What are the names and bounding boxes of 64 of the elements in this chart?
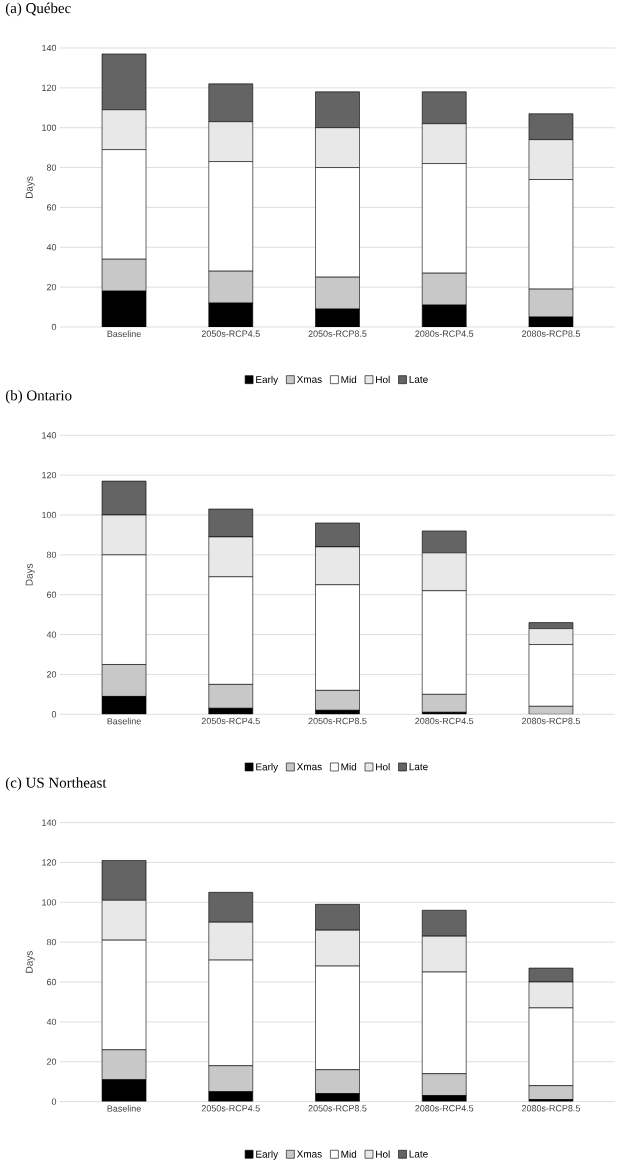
bar <box>101 664 147 697</box>
legend-label: Hol <box>376 763 390 771</box>
y-tick-label: 20 <box>46 671 57 678</box>
y-tick-label: 40 <box>46 244 57 251</box>
legend-label: Late <box>409 375 428 383</box>
x-tick-label: Baseline <box>107 717 141 725</box>
y-tick-label: 80 <box>46 938 57 946</box>
bar <box>315 690 360 711</box>
y-tick-label: 20 <box>46 283 57 291</box>
y-tick-label: 60 <box>46 591 57 598</box>
y-axis-title: Days <box>25 563 35 586</box>
bar <box>421 694 467 713</box>
bar <box>208 684 254 709</box>
y-tick-label: 140 <box>42 819 57 826</box>
y-tick-label: 60 <box>46 204 57 211</box>
y-tick-label: 40 <box>46 631 57 638</box>
y-tick-label: 20 <box>46 1058 57 1065</box>
legend-label: Xmas <box>296 1150 322 1158</box>
x-tick-label: 2080s-RCP4.5 <box>415 717 474 725</box>
y-tick-label: 0 <box>51 1098 57 1105</box>
y-tick-label: 100 <box>42 899 57 906</box>
x-tick-label: 2080s-RCP8.5 <box>522 717 580 725</box>
x-tick-label: 2080s-RCP8.5 <box>522 1105 580 1112</box>
y-tick-label: 60 <box>46 978 57 986</box>
y-axis-title: Days <box>25 951 35 973</box>
x-tick-label: 2050s-RCP8.5 <box>308 717 367 725</box>
y-tick-label: 140 <box>42 432 57 439</box>
y-tick-label: 140 <box>42 44 57 52</box>
y-tick-label: 80 <box>46 551 57 559</box>
x-tick-label: 2050s-RCP4.5 <box>201 1105 260 1112</box>
x-tick-label: Baseline <box>107 1105 141 1112</box>
y-tick-label: 120 <box>42 84 57 92</box>
y-tick-label: 40 <box>46 1018 57 1026</box>
legend-label: Early <box>256 763 279 773</box>
y-tick-label: 0 <box>51 711 57 718</box>
y-tick-label: 120 <box>42 859 57 866</box>
chart-title: (b) Ontario <box>5 389 72 404</box>
y-tick-label: 100 <box>42 511 57 519</box>
x-tick-label: 2080s-RCP4.5 <box>415 1105 474 1112</box>
x-tick-label: 2050s-RCP4.5 <box>201 330 260 337</box>
legend-label: Xmas <box>296 763 322 771</box>
y-axis-title: Days <box>25 176 35 199</box>
legend-label: Mid <box>341 375 357 384</box>
x-tick-label: 2080s-RCP4.5 <box>415 330 474 337</box>
legend-label: Late <box>409 763 428 771</box>
x-tick-label: 2080s-RCP8.5 <box>522 330 580 337</box>
legend-label: Mid <box>341 1150 357 1158</box>
y-tick-label: 120 <box>42 471 57 479</box>
x-tick-label: 2050s-RCP8.5 <box>308 330 367 337</box>
legend-label: Hol <box>376 375 390 384</box>
y-tick-label: 0 <box>51 323 57 331</box>
x-tick-label: 2050s-RCP4.5 <box>201 717 260 725</box>
chart-title: (c) US Northeast <box>5 777 107 791</box>
x-tick-label: Baseline <box>107 330 141 338</box>
legend-label: Early <box>256 375 279 386</box>
legend-label: Late <box>409 1150 428 1158</box>
legend-label: Hol <box>376 1150 390 1158</box>
y-tick-label: 80 <box>46 164 57 171</box>
legend-label: Early <box>256 1150 279 1160</box>
y-tick-label: 100 <box>42 124 57 131</box>
chart-title: (a) Québec <box>5 2 71 17</box>
legend-label: Mid <box>341 763 357 771</box>
legend-label: Xmas <box>296 375 322 383</box>
x-tick-label: 2050s-RCP8.5 <box>308 1105 367 1112</box>
